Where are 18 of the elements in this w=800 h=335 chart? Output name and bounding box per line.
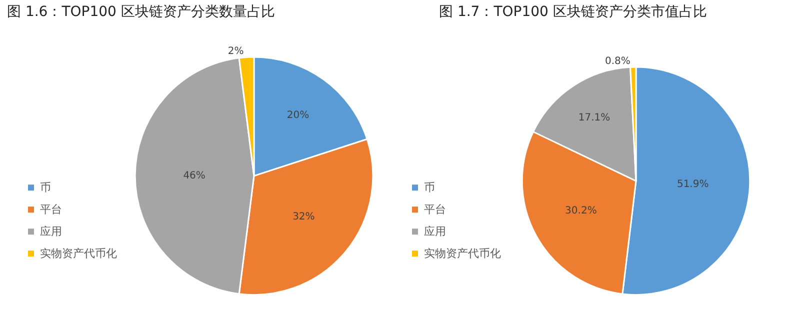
legend-label: 币 <box>424 181 435 194</box>
legend-label: 实物资产代币化 <box>40 247 117 260</box>
data-label: 0.8% <box>604 56 630 68</box>
legend-label: 应用 <box>40 225 62 238</box>
chart-title: 图 1.7：TOP100 区块链资产分类市值占比 <box>439 4 707 20</box>
legend-label: 平台 <box>424 203 446 216</box>
data-label: 30.2% <box>565 206 597 217</box>
data-label: 51.9% <box>676 178 709 190</box>
legend-label: 平台 <box>40 203 62 216</box>
data-label: 2% <box>228 46 244 58</box>
legend-label: 实物资产代币化 <box>424 247 501 260</box>
data-label: 17.1% <box>578 112 610 124</box>
legend-label: 币 <box>40 181 51 194</box>
legend-label: 应用 <box>424 225 446 238</box>
data-label: 32% <box>292 211 315 222</box>
chart-title: 图 1.6：TOP100 区块链资产分类数量占比 <box>7 4 275 20</box>
data-label: 20% <box>286 110 310 121</box>
data-label: 46% <box>183 170 206 182</box>
